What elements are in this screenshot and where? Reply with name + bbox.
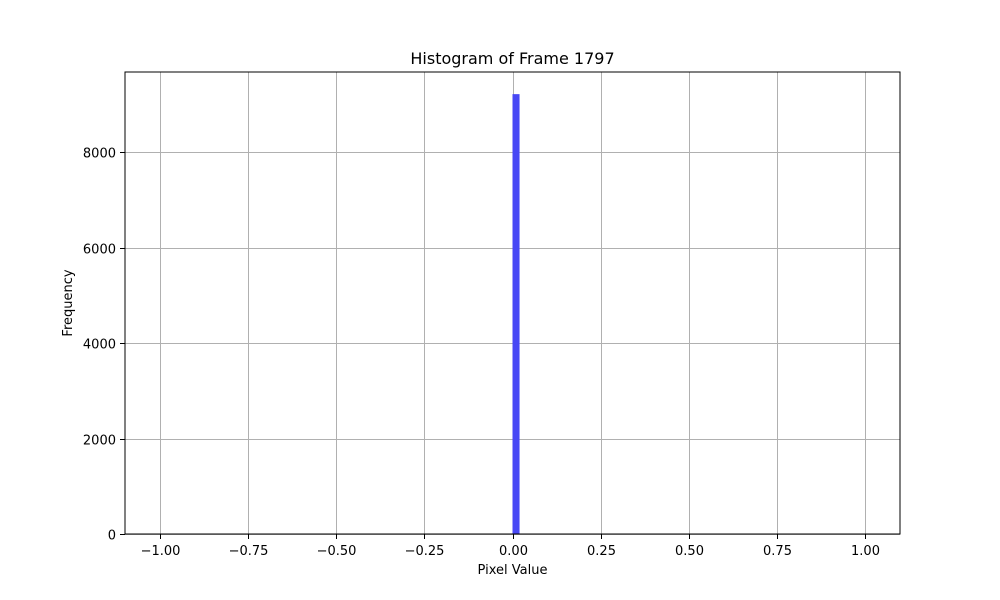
x-tick-label: 1.00 bbox=[851, 544, 880, 559]
axis-ticks: −1.00 −0.75 −0.50 −0.25 0.00 0.25 0.50 0.75 1.00… bbox=[83, 147, 880, 560]
plot-frame bbox=[124, 71, 901, 535]
y-tick-label: 0 bbox=[108, 529, 116, 544]
y-axis-title: Frequency bbox=[61, 269, 76, 336]
x-tick-label: −0.25 bbox=[405, 544, 445, 559]
histogram-bar bbox=[512, 94, 520, 535]
y-tick-label: 8000 bbox=[83, 147, 116, 162]
x-tick-label: 0.75 bbox=[763, 544, 792, 559]
x-tick-label: 0.00 bbox=[499, 544, 528, 559]
x-tick-label: −1.00 bbox=[141, 544, 181, 559]
x-tick-label: 0.50 bbox=[675, 544, 704, 559]
y-tick-label: 2000 bbox=[83, 434, 116, 449]
y-tick-label: 6000 bbox=[83, 243, 116, 258]
x-tick-label: −0.50 bbox=[317, 544, 357, 559]
x-axis-title: Pixel Value bbox=[478, 563, 548, 578]
x-tick-label: 0.25 bbox=[587, 544, 616, 559]
chart-title: Histogram of Frame 1797 bbox=[410, 49, 614, 68]
x-tick-label: −0.75 bbox=[229, 544, 269, 559]
bars bbox=[512, 94, 520, 535]
y-tick-label: 4000 bbox=[83, 338, 116, 353]
